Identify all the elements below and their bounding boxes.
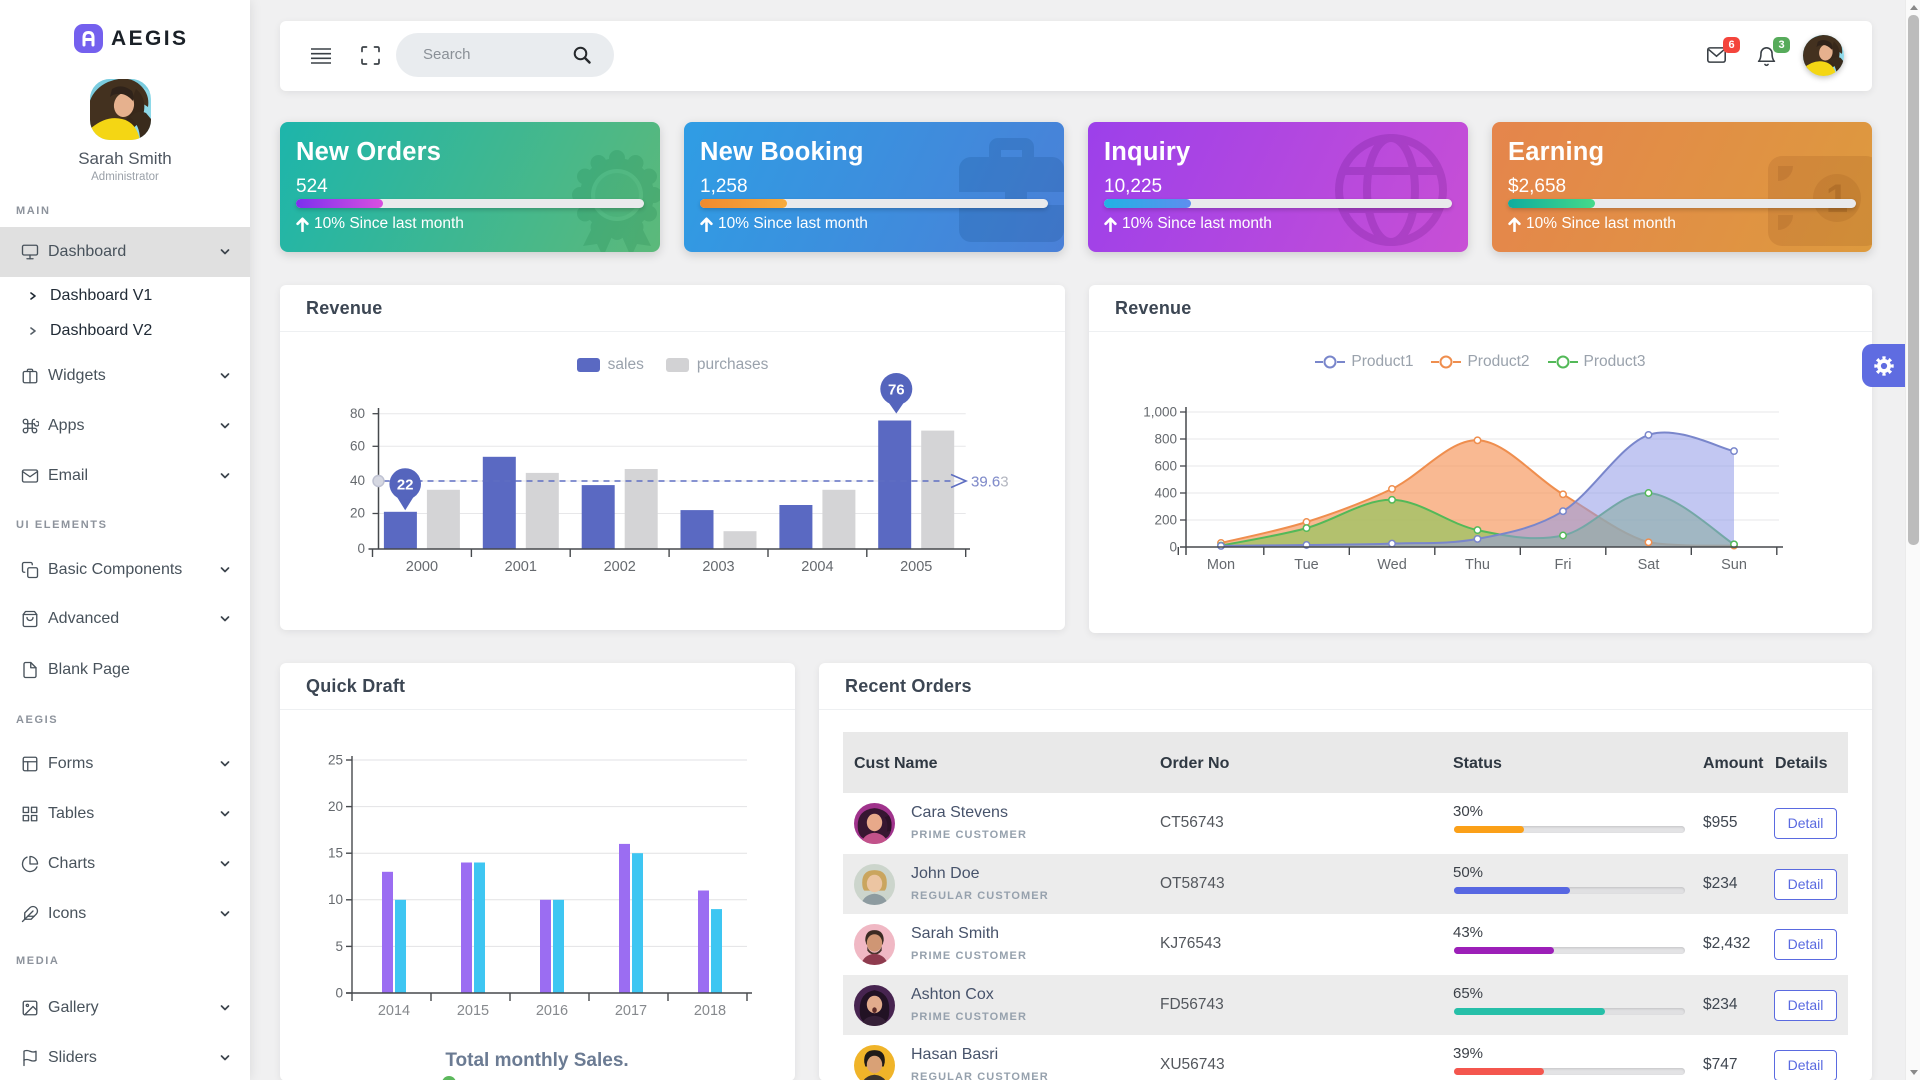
svg-text:25: 25 xyxy=(328,753,343,768)
svg-text:Sat: Sat xyxy=(1638,557,1660,573)
svg-text:Wed: Wed xyxy=(1377,557,1407,573)
svg-text:0: 0 xyxy=(357,541,365,556)
svg-text:39.63: 39.63 xyxy=(971,474,1009,491)
svg-text:2016: 2016 xyxy=(536,1003,568,1019)
svg-text:2000: 2000 xyxy=(406,559,438,575)
svg-text:Total monthly Sales.: Total monthly Sales. xyxy=(445,1050,628,1071)
svg-text:400: 400 xyxy=(1154,486,1177,501)
svg-text:2005: 2005 xyxy=(900,559,932,575)
svg-text:76: 76 xyxy=(888,382,905,399)
svg-text:60: 60 xyxy=(350,439,365,454)
svg-text:2017: 2017 xyxy=(615,1003,647,1019)
svg-text:2004: 2004 xyxy=(801,559,833,575)
svg-text:22: 22 xyxy=(397,477,414,494)
svg-text:40: 40 xyxy=(350,473,365,488)
svg-text:2003: 2003 xyxy=(702,559,734,575)
svg-text:Mon: Mon xyxy=(1207,557,1235,573)
svg-text:2001: 2001 xyxy=(505,559,537,575)
svg-text:2002: 2002 xyxy=(604,559,636,575)
svg-text:Fri: Fri xyxy=(1555,557,1572,573)
svg-text:Tue: Tue xyxy=(1294,557,1318,573)
svg-text:1,000: 1,000 xyxy=(1143,405,1177,420)
svg-text:5: 5 xyxy=(335,939,343,954)
svg-text:20: 20 xyxy=(350,506,365,521)
svg-text:Sun: Sun xyxy=(1721,557,1747,573)
svg-text:2014: 2014 xyxy=(378,1003,410,1019)
svg-text:Thu: Thu xyxy=(1465,557,1490,573)
svg-text:10: 10 xyxy=(328,892,343,907)
svg-text:0: 0 xyxy=(1169,540,1177,555)
svg-text:2015: 2015 xyxy=(457,1003,489,1019)
svg-text:15: 15 xyxy=(328,846,343,861)
svg-text:800: 800 xyxy=(1154,432,1177,447)
svg-text:20: 20 xyxy=(328,799,343,814)
svg-text:600: 600 xyxy=(1154,459,1177,474)
svg-text:2018: 2018 xyxy=(694,1003,726,1019)
svg-text:0: 0 xyxy=(335,986,343,1001)
svg-text:80: 80 xyxy=(350,406,365,421)
svg-text:39.6: 39.6 xyxy=(971,474,1000,491)
svg-text:200: 200 xyxy=(1154,513,1177,528)
